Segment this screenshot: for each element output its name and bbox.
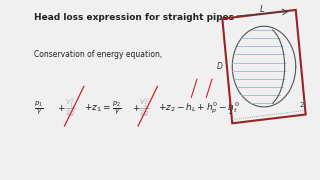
Text: $+ z_2 - h_L + h_p^{0} - h_t^{0}$: $+ z_2 - h_L + h_p^{0} - h_t^{0}$ [158,100,240,116]
Text: 2: 2 [300,102,304,108]
Text: Conservation of energy equation,: Conservation of energy equation, [35,50,163,59]
Text: $+$: $+$ [57,103,65,113]
Text: $+$: $+$ [132,103,140,113]
Text: $+ z_1 =$: $+ z_1 =$ [84,102,111,114]
Text: $\frac{V_2^2}{2g}$: $\frac{V_2^2}{2g}$ [139,97,150,119]
Text: Head loss expression for straight pipes: Head loss expression for straight pipes [35,13,235,22]
Text: 1: 1 [227,109,232,116]
Text: L: L [260,5,264,14]
Text: $\frac{p_2}{\gamma}$: $\frac{p_2}{\gamma}$ [112,99,122,117]
Text: $\frac{p_1}{\gamma}$: $\frac{p_1}{\gamma}$ [35,99,44,117]
Text: $\frac{V_1^2}{2g}$: $\frac{V_1^2}{2g}$ [65,97,76,119]
Text: D: D [216,62,222,71]
